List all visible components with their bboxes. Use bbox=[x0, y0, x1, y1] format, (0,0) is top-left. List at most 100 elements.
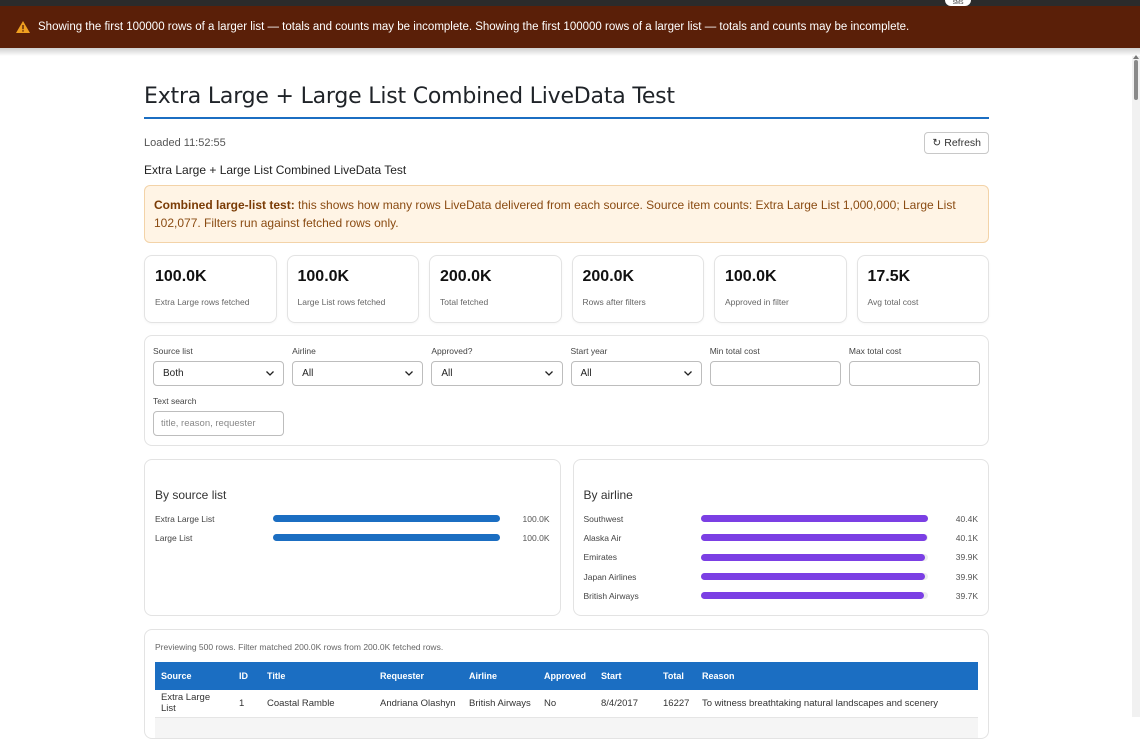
table-header-row: Source ID Title Requester Airline Approv… bbox=[155, 662, 978, 690]
bar-list: Southwest 40.4K Alaska Air 40.1K Emirates 39.… bbox=[584, 509, 979, 605]
stat-card: 17.5K Avg total cost bbox=[856, 255, 989, 323]
bar-track bbox=[272, 515, 500, 523]
stat-card: 200.0K Rows after filters bbox=[571, 255, 704, 323]
start-year-select[interactable]: All bbox=[570, 361, 702, 386]
column-header[interactable]: Airline bbox=[463, 662, 538, 690]
alert-bold: Combined large-list test: bbox=[154, 198, 295, 212]
airline-value: All bbox=[302, 368, 314, 379]
start-year-label: Start year bbox=[570, 346, 608, 356]
bar-label: British Airways bbox=[583, 590, 639, 601]
stat-value: 200.0K bbox=[582, 268, 635, 285]
table-cell bbox=[657, 717, 696, 738]
table-cell bbox=[233, 717, 261, 738]
bar-row: Southwest 40.4K bbox=[584, 509, 979, 528]
min-cost-input[interactable] bbox=[709, 361, 841, 386]
bar-value: 100.0K bbox=[522, 513, 550, 524]
table-cell: Coastal Ramble bbox=[261, 690, 374, 718]
scroll-up-icon[interactable] bbox=[1133, 55, 1139, 59]
bar-value: 40.4K bbox=[955, 513, 978, 524]
warning-icon bbox=[16, 21, 30, 33]
bar-label: Alaska Air bbox=[583, 532, 622, 543]
bar-track bbox=[701, 553, 929, 561]
stat-card: 100.0K Large List rows fetched bbox=[286, 255, 419, 323]
bar-row: British Airways 39.7K bbox=[584, 586, 979, 605]
chart-title: By source list bbox=[155, 488, 227, 502]
bar-list: Extra Large List 100.0K Large List 100.0K bbox=[155, 509, 550, 548]
section-subtitle: Extra Large + Large List Combined LiveDa… bbox=[144, 163, 407, 177]
column-header[interactable]: Total bbox=[657, 662, 696, 690]
stat-value: 100.0K bbox=[155, 268, 207, 285]
airline-select[interactable]: All bbox=[292, 361, 424, 386]
airline-label: Airline bbox=[292, 346, 316, 356]
table-cell: 16227 bbox=[657, 690, 696, 718]
table-cell: No bbox=[538, 690, 595, 718]
stat-label: Total fetched bbox=[440, 297, 489, 307]
min-cost-label: Min total cost bbox=[709, 346, 760, 356]
browser-top-strip: SMS bbox=[0, 0, 1140, 6]
stat-label: Extra Large rows fetched bbox=[155, 297, 250, 307]
table-cell bbox=[155, 717, 233, 738]
approved-value: All bbox=[441, 368, 453, 379]
bar-track bbox=[272, 534, 500, 542]
bar-value: 39.9K bbox=[955, 552, 978, 563]
bar-track bbox=[701, 515, 929, 523]
bar bbox=[701, 534, 927, 542]
table-cell: 1 bbox=[233, 690, 261, 718]
preview-summary: Previewing 500 rows. Filter matched 200.… bbox=[155, 642, 444, 652]
bar-row: Emirates 39.9K bbox=[584, 548, 979, 567]
refresh-button[interactable]: ↻ Refresh bbox=[924, 132, 989, 154]
filters-panel: Source list Both Airline All Approved? A… bbox=[144, 335, 989, 446]
stat-label: Large List rows fetched bbox=[297, 297, 386, 307]
table-cell bbox=[261, 717, 374, 738]
chevron-down-icon bbox=[266, 371, 275, 376]
text-search-input[interactable]: title, reason, requester bbox=[153, 411, 284, 436]
chart-title: By airline bbox=[583, 488, 633, 502]
source-list-label: Source list bbox=[153, 346, 193, 356]
loaded-time: Loaded 11:52:55 bbox=[144, 137, 226, 149]
page-scrollbar[interactable] bbox=[1132, 55, 1140, 717]
page-title: Extra Large + Large List Combined LiveDa… bbox=[144, 84, 989, 119]
alert-text: this shows how many rows LiveData delive… bbox=[154, 198, 956, 230]
bar-value: 39.9K bbox=[955, 571, 978, 582]
column-header[interactable]: Title bbox=[261, 662, 374, 690]
bar bbox=[701, 573, 926, 581]
source-list-value: Both bbox=[163, 368, 184, 379]
bar-value: 100.0K bbox=[522, 532, 550, 543]
bar-row: Alaska Air 40.1K bbox=[584, 528, 979, 547]
bar-track bbox=[701, 592, 929, 600]
source-list-chart: By source list Extra Large List 100.0K Lar… bbox=[144, 459, 561, 616]
table-cell bbox=[463, 717, 538, 738]
bar-track bbox=[701, 573, 929, 581]
table-cell: Extra Large List bbox=[155, 690, 233, 718]
stat-card: 200.0K Total fetched bbox=[429, 255, 562, 323]
column-header[interactable]: Requester bbox=[374, 662, 463, 690]
table-cell bbox=[538, 717, 595, 738]
table-cell: 8/4/2017 bbox=[595, 690, 657, 718]
info-alert: Combined large-list test: this shows how… bbox=[144, 185, 989, 243]
bar-label: Extra Large List bbox=[155, 513, 215, 524]
column-header[interactable]: Approved bbox=[538, 662, 595, 690]
table-row[interactable]: Extra Large List 1 Coastal Ramble Andria… bbox=[155, 690, 978, 718]
column-header[interactable]: Source bbox=[155, 662, 233, 690]
max-cost-input[interactable] bbox=[848, 361, 981, 386]
banner-message: Showing the first 100000 rows of a large… bbox=[38, 21, 910, 33]
refresh-icon: ↻ bbox=[932, 137, 942, 149]
column-header[interactable]: Start bbox=[595, 662, 657, 690]
table-row[interactable] bbox=[155, 717, 978, 738]
approved-select[interactable]: All bbox=[431, 361, 563, 386]
source-list-select[interactable]: Both bbox=[153, 361, 285, 386]
column-header[interactable]: ID bbox=[233, 662, 261, 690]
chart-panels: By source list Extra Large List 100.0K Lar… bbox=[144, 459, 989, 616]
approved-label: Approved? bbox=[431, 346, 473, 356]
bar-track bbox=[701, 534, 929, 542]
table-cell: British Airways bbox=[463, 690, 538, 718]
warning-banner: Showing the first 100000 rows of a large… bbox=[0, 6, 1140, 48]
banner-shadow bbox=[0, 48, 1140, 56]
scrollbar-thumb[interactable] bbox=[1134, 60, 1138, 100]
bar-value: 39.7K bbox=[955, 590, 978, 601]
bar-row: Extra Large List 100.0K bbox=[155, 509, 550, 528]
bar-label: Emirates bbox=[583, 552, 618, 563]
stat-value: 17.5K bbox=[867, 268, 911, 285]
table-cell bbox=[696, 717, 978, 738]
column-header[interactable]: Reason bbox=[696, 662, 978, 690]
